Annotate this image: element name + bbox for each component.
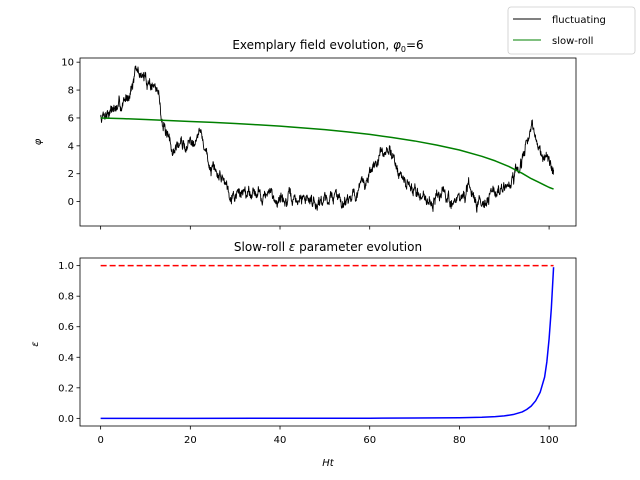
- y-tick-label: 6: [68, 113, 74, 124]
- bottom-axes: Slow-roll ε parameter evolution 0.00.20.…: [30, 240, 577, 469]
- bottom-title-text: Slow-roll: [234, 240, 289, 254]
- bottom-xlabel: Ht: [322, 458, 335, 469]
- top-title-tail: =6: [406, 38, 424, 52]
- x-tick-label: 60: [363, 435, 376, 446]
- x-tick-label: 100: [540, 435, 559, 446]
- top-title-text: Exemplary field evolution,: [232, 38, 393, 52]
- y-tick-label: 10: [61, 58, 74, 69]
- bottom-title-tail: parameter evolution: [295, 240, 422, 254]
- top-plot-frame: [79, 57, 577, 227]
- top-axes: Exemplary field evolution, φ0=6 0246810 …: [33, 38, 577, 230]
- y-tick-label: 4: [68, 141, 74, 152]
- top-title-sub: 0: [401, 45, 406, 54]
- legend: fluctuating slow-roll: [507, 6, 636, 55]
- top-title-phi: φ: [393, 38, 401, 52]
- top-ylabel: φ: [33, 138, 44, 145]
- bottom-plot-frame: [79, 257, 577, 427]
- top-title: Exemplary field evolution, φ0=6: [232, 38, 423, 54]
- bottom-title-eps: ε: [289, 240, 296, 254]
- y-tick-label: 0.2: [58, 383, 74, 394]
- x-tick-label: 20: [184, 435, 197, 446]
- y-tick-label: 8: [68, 86, 74, 97]
- y-tick-label: 0: [68, 197, 74, 208]
- x-tick-label: 0: [97, 435, 103, 446]
- bottom-series: [100, 264, 555, 420]
- y-tick-label: 0.8: [58, 292, 74, 303]
- top-y-ticks: 0 2 4 6 8 10: [61, 58, 80, 208]
- legend-label-fluctuating: fluctuating: [552, 15, 606, 26]
- bottom-title: Slow-roll ε parameter evolution: [234, 240, 422, 254]
- series-line-0: [100, 267, 555, 420]
- y-tick-label: 0.6: [58, 322, 74, 333]
- y-tick-label: 1.0: [58, 261, 74, 272]
- y-tick-label: 2: [68, 169, 74, 180]
- bottom-x-ticks: 0 20 40 60 80 100: [97, 426, 559, 446]
- y-tick-label: 0.4: [58, 353, 74, 364]
- top-series: [100, 65, 555, 213]
- series-line-slow-roll: [100, 117, 554, 190]
- x-tick-label: 80: [453, 435, 466, 446]
- x-tick-label: 40: [274, 435, 287, 446]
- legend-label-slow-roll: slow-roll: [552, 36, 593, 47]
- top-x-ticks: [100, 226, 550, 230]
- series-line-fluctuating: [100, 65, 555, 213]
- bottom-ylabel: ε: [30, 341, 41, 347]
- bottom-y-ticks: 0.0 0.2 0.4 0.6 0.8 1.0: [58, 261, 80, 425]
- y-tick-label: 0.0: [58, 414, 74, 425]
